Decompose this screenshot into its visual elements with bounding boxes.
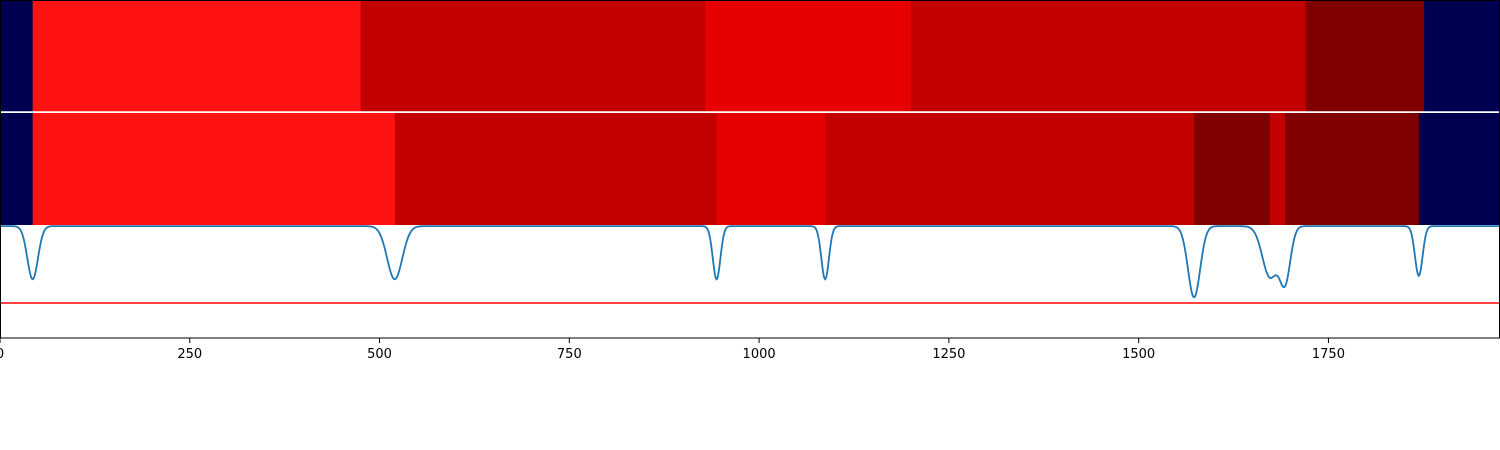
track-0-segment-6 (1424, 0, 1500, 112)
track-0-segment-1 (32, 0, 362, 112)
signal-panel (0, 225, 1500, 338)
x-tick-label-750: 750 (557, 347, 582, 362)
x-tick-label-1250: 1250 (932, 347, 965, 362)
track-1-segment-4 (825, 113, 1195, 225)
track-1-segment-2 (394, 113, 718, 225)
x-tick-label-250: 250 (177, 347, 202, 362)
track-0-segment-2 (360, 0, 706, 112)
x-tick-label-1750: 1750 (1312, 347, 1345, 362)
signal-panel-background (0, 225, 1500, 338)
x-tick-label-1000: 1000 (743, 347, 776, 362)
track-0-segment-0 (0, 0, 34, 112)
track-1-segment-1 (32, 113, 396, 225)
segmentation-track-top (0, 0, 1500, 112)
signal-line (0, 225, 1500, 299)
track-0-segment-4 (910, 0, 1307, 112)
track-0-segment-5 (1305, 0, 1425, 112)
x-tick-label-0: 0 (0, 347, 4, 362)
track-1-segment-6 (1269, 113, 1286, 225)
track-1-segment-8 (1418, 113, 1500, 225)
x-axis: 0 250 500 750 1000 1250 1500 1750 (0, 338, 1345, 362)
track-1-segment-0 (0, 113, 34, 225)
x-tick-label-500: 500 (367, 347, 392, 362)
track-1-segment-5 (1194, 113, 1271, 225)
x-tick-label-1500: 1500 (1122, 347, 1155, 362)
track-1-segment-7 (1285, 113, 1420, 225)
segmentation-track-bottom (0, 113, 1500, 225)
track-1-segment-3 (716, 113, 826, 225)
track-0-segment-3 (705, 0, 912, 112)
